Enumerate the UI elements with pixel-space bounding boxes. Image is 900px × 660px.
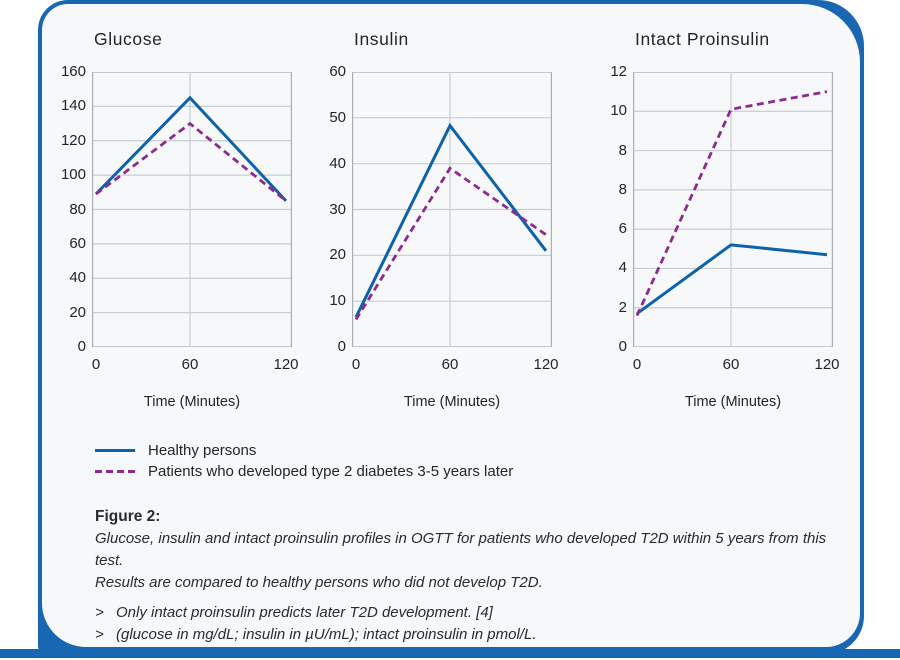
y-tick-label: 40 xyxy=(69,269,86,287)
caption-heading: Figure 2: xyxy=(95,508,161,525)
y-tick-label: 8 xyxy=(618,180,627,198)
y-tick-label: 6 xyxy=(618,220,627,238)
plot-canvas xyxy=(92,71,292,348)
y-tick-label: 80 xyxy=(69,200,86,218)
bullet-text: (glucose in mg/dL; insulin in µU/mL); in… xyxy=(116,626,537,643)
plot-area xyxy=(633,71,833,348)
x-tick-label: 60 xyxy=(441,356,459,373)
caption-description-line: Results are compared to healthy persons … xyxy=(95,574,543,591)
y-tick-label: 60 xyxy=(329,63,346,80)
y-tick-label: 140 xyxy=(60,97,86,115)
chart-title: Intact Proinsulin xyxy=(635,29,770,49)
y-tick-label: 0 xyxy=(618,338,627,355)
y-tick-label: 50 xyxy=(329,108,346,126)
x-tick-label: 0 xyxy=(91,356,101,373)
y-tick-label: 120 xyxy=(60,131,86,149)
x-axis-label: Time (Minutes) xyxy=(143,394,241,410)
plot-area xyxy=(352,71,552,348)
t2d-line xyxy=(95,121,287,202)
y-tick-label: 60 xyxy=(69,234,86,252)
healthy-line xyxy=(354,122,548,318)
chart-intact-proinsulin: Intact Proinsulin Time (Minutes) 12 10 8 8 6… xyxy=(597,28,847,422)
x-tick-label: 0 xyxy=(632,356,642,373)
y-tick-label: 0 xyxy=(337,338,346,355)
y-tick-label: 4 xyxy=(618,259,627,277)
y-tick-label: 8 xyxy=(618,141,627,159)
chart-title: Glucose xyxy=(94,29,163,49)
chart-title: Insulin xyxy=(354,29,409,49)
bullet-text: Only intact proinsulin predicts later T2… xyxy=(116,604,493,621)
y-tick-label: 2 xyxy=(618,298,627,316)
x-tick-label: 60 xyxy=(181,356,199,373)
figure-caption: Figure 2: Glucose, insulin and intact pr… xyxy=(95,506,840,646)
caption-bullets: > Only intact proinsulin predicts later … xyxy=(95,602,840,646)
y-tick-label: 12 xyxy=(610,63,627,80)
x-axis-label: Time (Minutes) xyxy=(684,394,782,410)
legend-label: Patients who developed type 2 diabetes 3… xyxy=(148,463,514,480)
t2d-line-swatch xyxy=(95,470,135,473)
x-tick-label: 120 xyxy=(533,356,559,373)
t2d-line xyxy=(354,166,547,321)
chart-insulin: Insulin Time (Minutes) 60 50 40 30 20 10 0 0 60 1… xyxy=(316,28,566,422)
legend: Healthy persons Patients who developed t… xyxy=(95,440,513,482)
figure-card: Glucose Time (Minutes) 160 140 120 100 80 60 4… xyxy=(38,0,864,654)
figure-card-content: Glucose Time (Minutes) 160 140 120 100 80 60 4… xyxy=(42,4,860,647)
caption-description-line: Glucose, insulin and intact proinsulin p… xyxy=(95,530,827,569)
x-tick-label: 60 xyxy=(722,356,740,373)
legend-label: Healthy persons xyxy=(148,442,257,459)
chart-glucose: Glucose Time (Minutes) 160 140 120 100 80 60 4… xyxy=(56,28,306,422)
y-tick-label: 10 xyxy=(329,292,346,310)
x-tick-label: 120 xyxy=(814,356,840,373)
plot-wrap: Time (Minutes) 160 140 120 100 80 60 40 20 0 0 60 1… xyxy=(56,63,306,422)
plot-canvas xyxy=(633,71,833,348)
healthy-line xyxy=(636,243,828,315)
plot-area xyxy=(92,71,292,348)
healthy-line xyxy=(94,95,288,202)
plot-wrap: Time (Minutes) 60 50 40 30 20 10 0 0 60 120 xyxy=(316,63,566,422)
bullet-marker: > xyxy=(95,626,104,643)
t2d-line xyxy=(635,90,828,317)
healthy-line-swatch xyxy=(95,449,135,452)
y-tick-label: 20 xyxy=(69,303,86,321)
y-tick-label: 30 xyxy=(329,200,346,218)
y-tick-label: 0 xyxy=(77,338,86,355)
x-tick-label: 120 xyxy=(273,356,299,373)
caption-bullet: > Only intact proinsulin predicts later … xyxy=(95,602,840,624)
y-tick-label: 10 xyxy=(610,102,627,120)
plot-canvas xyxy=(352,71,552,348)
plot-wrap: Time (Minutes) 12 10 8 8 6 4 2 0 0 60 120 xyxy=(597,63,847,422)
legend-item-t2d: Patients who developed type 2 diabetes 3… xyxy=(95,461,513,482)
y-tick-label: 40 xyxy=(329,154,346,172)
legend-item-healthy: Healthy persons xyxy=(95,440,513,461)
bullet-marker: > xyxy=(95,604,104,621)
y-tick-label: 160 xyxy=(60,63,86,80)
y-tick-label: 20 xyxy=(329,246,346,264)
y-tick-label: 100 xyxy=(60,166,86,184)
x-axis-label: Time (Minutes) xyxy=(403,394,501,410)
x-tick-label: 0 xyxy=(351,356,361,373)
caption-bullet: > (glucose in mg/dL; insulin in µU/mL); … xyxy=(95,624,840,646)
